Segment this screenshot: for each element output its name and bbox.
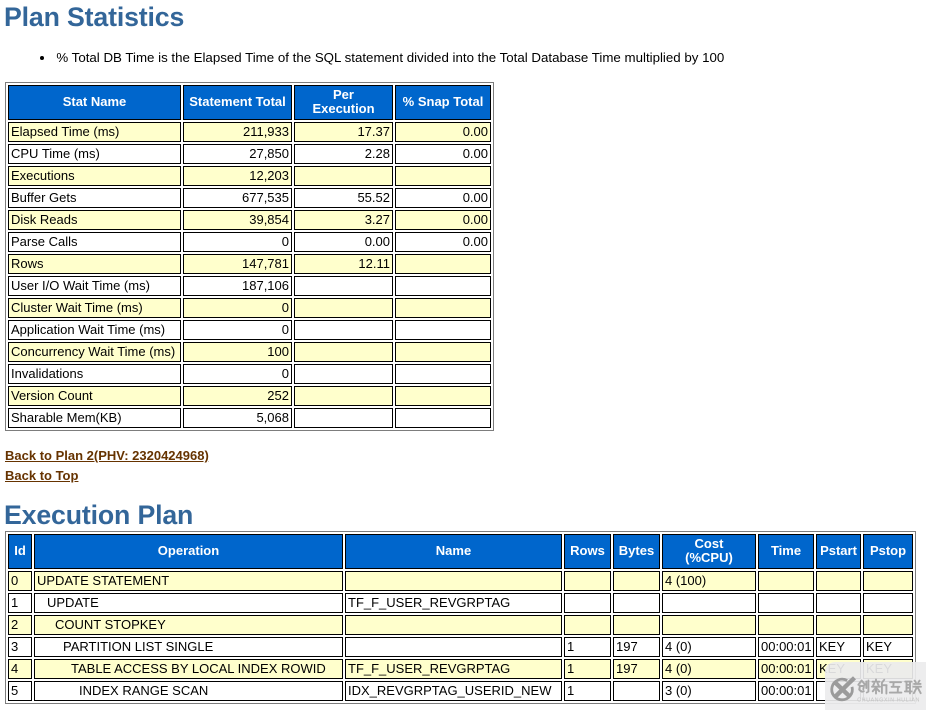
svg-text:CHUANGXIN HULIAN: CHUANGXIN HULIAN (857, 698, 920, 704)
